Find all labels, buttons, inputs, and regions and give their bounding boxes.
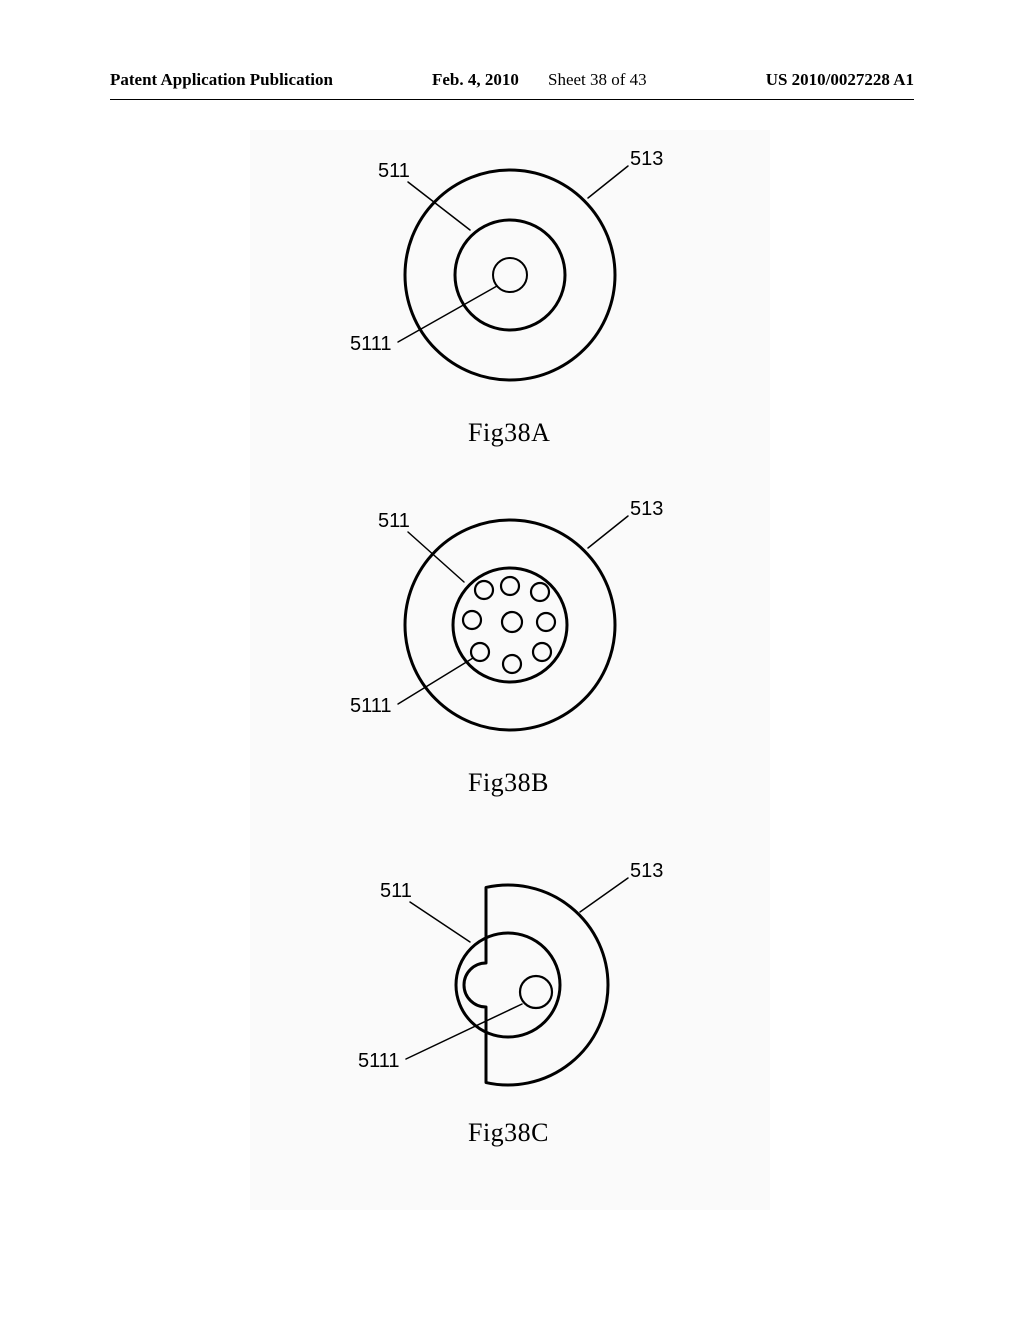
- publication-number: US 2010/0027228 A1: [766, 70, 914, 90]
- publication-date: Feb. 4, 2010: [432, 70, 519, 90]
- page-header: Patent Application Publication Feb. 4, 2…: [110, 70, 914, 100]
- label-511-c: 511: [380, 880, 412, 903]
- figure-38c: [250, 130, 770, 1210]
- publication-type: Patent Application Publication: [110, 70, 333, 90]
- sheet-number: Sheet 38 of 43: [548, 70, 647, 90]
- label-5111-c: 5111: [358, 1050, 400, 1073]
- figure-panel: Fig38A 511 513 5111 Fig38B 511 513 5111 …: [250, 130, 770, 1210]
- caption-fig38c: Fig38C: [468, 1118, 549, 1148]
- label-513-c: 513: [630, 860, 663, 883]
